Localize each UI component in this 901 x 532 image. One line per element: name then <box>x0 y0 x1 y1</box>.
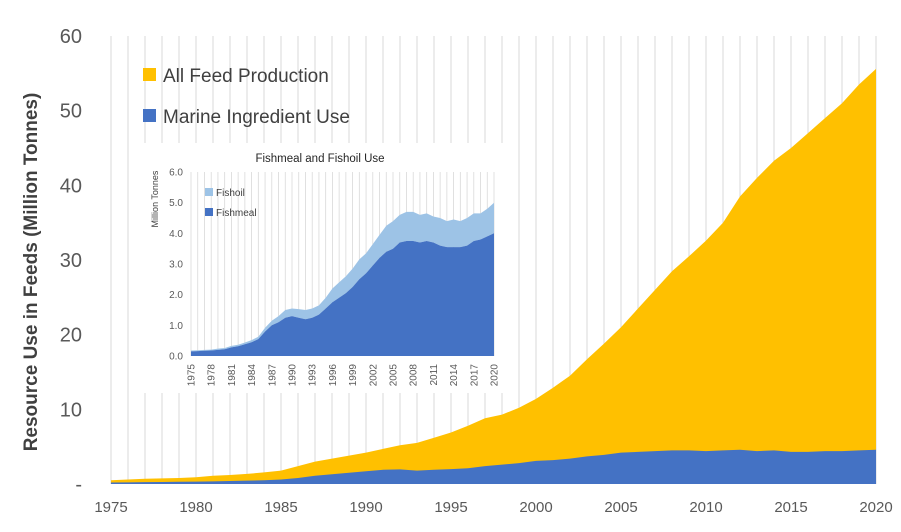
inset-x-tick-label: 1999 <box>348 364 359 387</box>
legend-label-all-feed: All Feed Production <box>163 66 329 87</box>
inset-x-tick-label: 1981 <box>227 364 238 387</box>
inset-x-tick-label: 2005 <box>389 364 400 387</box>
inset-y-tick-label: 6.0 <box>169 168 183 179</box>
inset-area-fishoil <box>191 202 494 352</box>
y-tick-label: 30 <box>60 250 82 272</box>
main-areas <box>111 68 876 485</box>
x-tick-label: 1985 <box>264 499 297 516</box>
inset-area-fishmeal <box>191 233 494 356</box>
inset-legend-label-fishmeal: Fishmeal <box>216 208 257 219</box>
inset-legend-label-fishoil: Fishoil <box>216 188 245 199</box>
x-tick-label: 2020 <box>859 499 892 516</box>
main-y-axis-label: Resource Use in Feeds (Million Tonnes) <box>21 93 42 452</box>
inset-x-tick-label: 2020 <box>490 364 501 387</box>
y-tick-label: 40 <box>60 175 82 197</box>
area-marine-ingredient-use <box>111 449 876 484</box>
inset-x-tick-label: 2008 <box>409 364 420 387</box>
inset-areas <box>191 202 494 356</box>
inset-title: Fishmeal and Fishoil Use <box>255 153 384 165</box>
inset-x-tick-label: 1987 <box>267 364 278 387</box>
y-tick-label: 10 <box>60 399 82 421</box>
x-tick-label: 2010 <box>689 499 722 516</box>
inset-x-tick-label: 1975 <box>187 364 198 387</box>
inset-y-tick-label: 4.0 <box>169 229 183 240</box>
inset-legend-swatch-fishoil <box>205 188 213 196</box>
inset-y-axis-label: Million Tonnes <box>150 170 160 227</box>
x-tick-label: 2015 <box>774 499 807 516</box>
inset-y-tick-label: 1.0 <box>169 321 183 332</box>
x-tick-label: 1980 <box>179 499 212 516</box>
legend-label-marine: Marine Ingredient Use <box>163 107 350 128</box>
inset-x-tick-label: 1996 <box>328 364 339 387</box>
y-tick-label: - <box>75 474 82 496</box>
inset-x-tick-label: 1993 <box>308 364 319 387</box>
inset-y-tick-label: 2.0 <box>169 290 183 301</box>
main-axes: - 10 20 30 40 50 60 1975 1980 1985 1990 1995 2000 200… <box>60 26 893 516</box>
x-tick-label: 2005 <box>604 499 637 516</box>
x-tick-label: 2000 <box>519 499 552 516</box>
inset-x-tick-label: 2002 <box>368 364 379 387</box>
legend-swatch-marine <box>143 109 156 122</box>
inset-axes: 0.0 1.0 2.0 3.0 4.0 5.0 6.0 1975 1978 1981 1984 198… <box>169 168 500 387</box>
inset-x-tick-label: 1978 <box>207 364 218 387</box>
x-tick-label: 1995 <box>434 499 467 516</box>
area-all-feed-production <box>111 68 876 485</box>
inset-y-tick-label: 0.0 <box>169 352 183 363</box>
inset-x-tick-label: 2011 <box>429 364 440 386</box>
inset-x-tick-label: 2014 <box>449 364 460 387</box>
legend-swatch-all-feed <box>143 68 156 81</box>
y-tick-label: 20 <box>60 325 82 347</box>
y-tick-label: 50 <box>60 101 82 123</box>
main-legend: All Feed Production Marine Ingredient Us… <box>143 66 350 128</box>
inset-legend: Fishoil Fishmeal <box>205 188 257 219</box>
inset-y-tick-label: 5.0 <box>169 198 183 209</box>
inset-x-tick-label: 2017 <box>469 364 480 387</box>
inset-legend-swatch-fishmeal <box>205 208 213 216</box>
x-tick-label: 1990 <box>349 499 382 516</box>
inset-chart: Fishmeal and Fishoil Use Million Tonnes … <box>143 143 509 393</box>
inset-y-tick-label: 3.0 <box>169 260 183 271</box>
y-tick-label: 60 <box>60 26 82 48</box>
inset-x-tick-label: 1990 <box>288 364 299 387</box>
inset-x-tick-label: 1984 <box>247 364 258 387</box>
x-tick-label: 1975 <box>94 499 127 516</box>
